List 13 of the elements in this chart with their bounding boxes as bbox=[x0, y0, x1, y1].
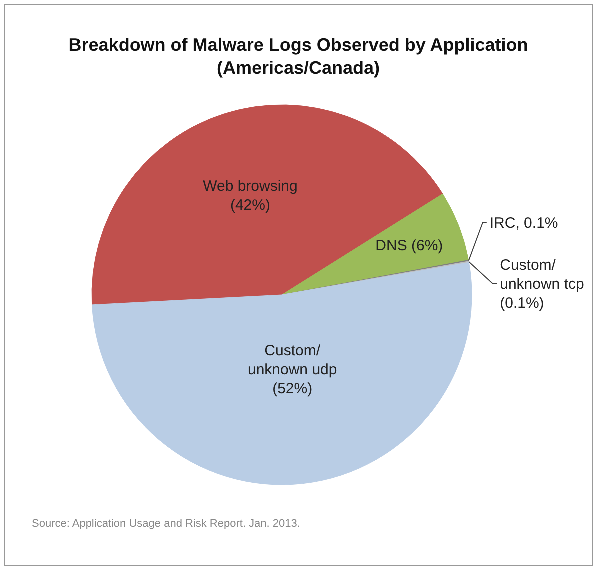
pie-slice bbox=[92, 262, 472, 486]
slice-label: Custom/ unknown tcp bbox=[500, 256, 584, 293]
source-note: Source: Application Usage and Risk Report. Jan. 2013. bbox=[32, 518, 302, 530]
slice-label: IRC, 0.1% bbox=[490, 214, 558, 232]
slice-label: Web browsing bbox=[203, 178, 298, 195]
data-label: (52%) bbox=[272, 380, 313, 398]
slice-label: DNS (6%) bbox=[376, 237, 444, 254]
data-label: (0.1%) bbox=[500, 294, 544, 312]
pie-slice bbox=[92, 104, 444, 306]
slice-label: Custom/ unknown udp bbox=[248, 342, 338, 378]
chart-title: Breakdown of Malware Logs Observed by Application (Americas/Canada) bbox=[68, 34, 530, 80]
data-label: (42%) bbox=[230, 196, 270, 214]
pie-slice bbox=[282, 194, 470, 296]
